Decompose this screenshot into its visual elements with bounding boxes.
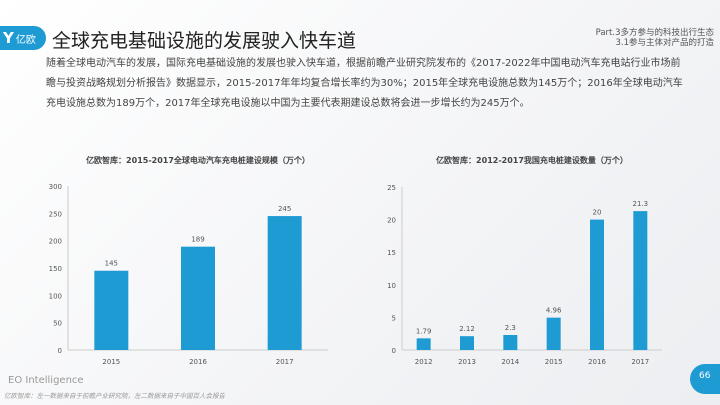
x-tick-label: 2014 <box>501 358 519 366</box>
chart-title: 亿欧智库：2015-2017全球电动汽车充电桩建设规模（万个） <box>86 155 310 165</box>
logo-y-icon: Y <box>3 29 14 47</box>
footer-brand: EO Intelligence <box>8 375 84 386</box>
chart-title: 亿欧智库：2012-2017我国充电桩建设数量（万个） <box>436 155 628 165</box>
bar <box>590 219 604 350</box>
bar <box>416 338 431 350</box>
intro-paragraph: 随着全球电动汽车的发展，国际充电基础设施的发展也驶入快车道，根据前瞻产业研究院发… <box>46 58 683 109</box>
y-tick-label: 20 <box>387 217 396 225</box>
bar <box>94 270 129 350</box>
bar <box>460 336 474 350</box>
part-label: Part.3多方参与的科技出行生态 <box>595 28 714 38</box>
y-tick-label: 150 <box>49 265 62 273</box>
data-label: 2.3 <box>505 324 516 332</box>
x-tick-label: 2017 <box>276 358 294 366</box>
yiou-logo: Y 亿欧 <box>0 26 46 50</box>
y-tick-label: 0 <box>392 347 396 355</box>
data-label: 1.79 <box>416 327 432 335</box>
section-label: Part.3多方参与的科技出行生态 3.1参与主体对产品的打造 <box>596 28 714 48</box>
x-tick-label: 2013 <box>458 358 476 366</box>
y-tick-label: 50 <box>53 320 62 328</box>
y-tick-label: 10 <box>387 282 396 290</box>
x-tick-label: 2017 <box>631 358 649 366</box>
y-tick-label: 300 <box>49 183 62 191</box>
source-note: 亿欧智库：左一数据来自于前瞻产业研究院，左二数据来自于中国百人会报告 <box>4 392 225 400</box>
data-label: 145 <box>105 260 118 268</box>
x-tick-label: 2012 <box>415 358 433 366</box>
bar <box>546 317 561 350</box>
y-tick-label: 100 <box>49 292 62 300</box>
y-tick-label: 200 <box>49 238 62 246</box>
logo-text: 亿欧 <box>15 34 36 46</box>
x-tick-label: 2016 <box>588 358 606 366</box>
bar <box>267 216 302 350</box>
bar <box>503 335 518 350</box>
data-label: 189 <box>191 236 204 244</box>
data-label: 4.96 <box>546 307 562 315</box>
page-number: 66 <box>690 364 720 394</box>
y-tick-label: 15 <box>387 249 396 257</box>
bar <box>181 246 215 350</box>
data-label: 20 <box>593 209 602 217</box>
subsection-label: 3.1参与主体对产品的打造 <box>615 38 714 48</box>
x-tick-label: 2015 <box>545 358 563 366</box>
x-tick-label: 2016 <box>189 358 207 366</box>
data-label: 2.12 <box>459 325 475 333</box>
bar <box>633 211 648 350</box>
x-tick-label: 2015 <box>102 358 120 366</box>
data-label: 21.3 <box>633 200 649 208</box>
page-title: 全球充电基础设施的发展驶入快车道 <box>52 30 357 52</box>
y-tick-label: 5 <box>392 314 396 322</box>
y-tick-label: 0 <box>58 347 62 355</box>
y-tick-label: 250 <box>49 210 62 218</box>
y-tick-label: 25 <box>387 184 396 192</box>
data-label: 245 <box>278 205 291 213</box>
